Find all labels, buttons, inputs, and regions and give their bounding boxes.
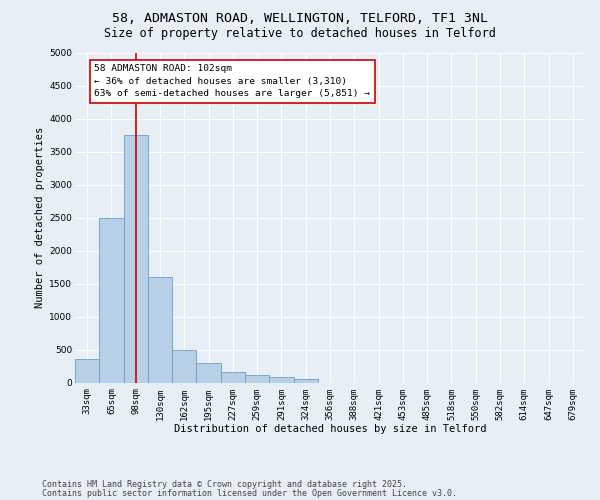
Bar (148, 277, 172, 382)
Bar (99, 218, 124, 382)
Bar (221, 372, 245, 382)
Bar (196, 362, 221, 382)
Bar (293, 379, 318, 382)
Text: Contains HM Land Registry data © Crown copyright and database right 2025.: Contains HM Land Registry data © Crown c… (42, 480, 407, 489)
Text: Contains public sector information licensed under the Open Government Licence v3: Contains public sector information licen… (42, 489, 457, 498)
Bar (269, 376, 293, 382)
Bar (124, 135, 148, 382)
Bar (172, 350, 196, 382)
X-axis label: Distribution of detached houses by size in Telford: Distribution of detached houses by size … (174, 424, 486, 434)
Text: Size of property relative to detached houses in Telford: Size of property relative to detached ho… (104, 28, 496, 40)
Text: 58, ADMASTON ROAD, WELLINGTON, TELFORD, TF1 3NL: 58, ADMASTON ROAD, WELLINGTON, TELFORD, … (112, 12, 488, 26)
Bar (75, 360, 99, 382)
Y-axis label: Number of detached properties: Number of detached properties (35, 127, 45, 308)
Bar (245, 375, 269, 382)
Text: 58 ADMASTON ROAD: 102sqm
← 36% of detached houses are smaller (3,310)
63% of sem: 58 ADMASTON ROAD: 102sqm ← 36% of detach… (94, 64, 370, 98)
